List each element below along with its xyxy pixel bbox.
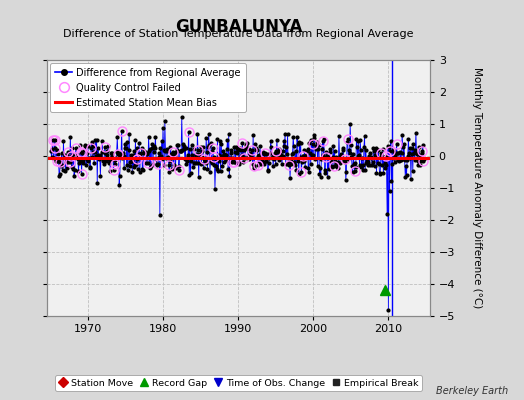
Legend: Difference from Regional Average, Quality Control Failed, Estimated Station Mean: Difference from Regional Average, Qualit… xyxy=(50,63,246,112)
Text: GUNBALUNYA: GUNBALUNYA xyxy=(174,18,302,36)
Y-axis label: Monthly Temperature Anomaly Difference (°C): Monthly Temperature Anomaly Difference (… xyxy=(472,67,482,309)
Text: Berkeley Earth: Berkeley Earth xyxy=(436,386,508,396)
Legend: Station Move, Record Gap, Time of Obs. Change, Empirical Break: Station Move, Record Gap, Time of Obs. C… xyxy=(54,375,422,391)
Text: Difference of Station Temperature Data from Regional Average: Difference of Station Temperature Data f… xyxy=(63,29,413,39)
